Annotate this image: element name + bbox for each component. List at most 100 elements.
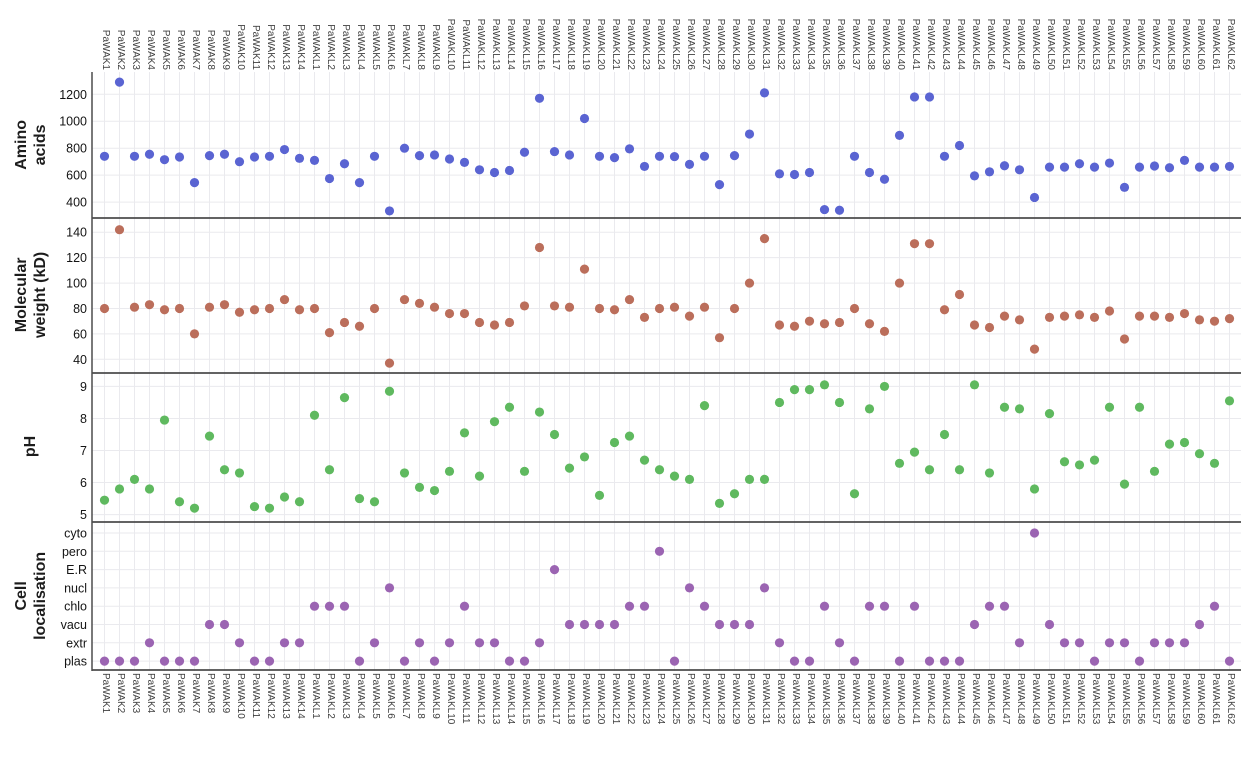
data-point-molecular-weight — [684, 311, 695, 321]
data-point-ph — [1059, 457, 1070, 467]
data-point-ph — [849, 489, 860, 499]
data-point-ph — [204, 431, 215, 441]
data-point-molecular-weight — [714, 333, 725, 343]
data-point-cell-localisation — [774, 638, 785, 648]
x-axis-label-top: PaWAKL22 — [624, 18, 636, 70]
x-axis-label-top: PaWAKL38 — [864, 18, 876, 70]
data-point-molecular-weight — [864, 319, 875, 329]
x-axis-label-bottom: PaWAK13 — [279, 673, 291, 719]
data-point-molecular-weight — [339, 317, 350, 328]
data-point-cell-localisation — [879, 601, 890, 611]
data-point-amino-acids — [699, 151, 710, 161]
data-point-amino-acids — [129, 151, 140, 161]
x-axis-label-top: PaWAKL40 — [894, 18, 906, 70]
data-point-cell-localisation — [504, 656, 515, 666]
data-point-ph — [459, 428, 470, 438]
x-axis-label-top: PaWAKL35 — [819, 18, 831, 70]
data-point-ph — [519, 466, 530, 476]
data-point-ph — [474, 471, 485, 481]
data-point-amino-acids — [954, 140, 965, 151]
data-point-cell-localisation — [639, 601, 650, 611]
x-axis-label-top: PaWAKL1 — [309, 24, 321, 70]
data-point-amino-acids — [264, 151, 275, 161]
x-axis-label-top: PaWAKL6 — [384, 24, 396, 70]
data-point-amino-acids — [189, 178, 200, 188]
data-point-ph — [504, 402, 515, 412]
data-point-cell-localisation — [174, 656, 185, 666]
x-axis-label-top: PaWAKL55 — [1119, 18, 1131, 70]
data-point-ph — [609, 437, 620, 448]
x-axis-label-bottom: PaWAKL46 — [984, 673, 996, 725]
data-point-cell-localisation — [789, 656, 800, 666]
data-point-amino-acids — [474, 165, 485, 175]
x-axis-label-bottom: PaWAKL14 — [504, 673, 516, 725]
x-axis-label-top: PaWAKL59 — [1179, 18, 1191, 70]
data-point-cell-localisation — [114, 656, 125, 666]
data-point-molecular-weight — [1104, 306, 1115, 316]
x-axis-label-top: PaWAKL43 — [939, 18, 951, 70]
x-axis-label-bottom: PaWAK5 — [159, 673, 171, 714]
data-point-amino-acids — [894, 130, 905, 140]
x-axis-label-bottom: PaWAKL1 — [309, 673, 321, 719]
y-tick-label: 9 — [80, 380, 87, 394]
x-axis-label-top: PaWAKL24 — [654, 18, 666, 70]
data-point-cell-localisation — [759, 583, 770, 593]
data-point-cell-localisation — [189, 656, 200, 666]
data-point-molecular-weight — [189, 329, 200, 339]
data-point-molecular-weight — [324, 328, 335, 338]
data-point-amino-acids — [1029, 192, 1040, 203]
data-point-cell-localisation — [669, 656, 680, 666]
data-point-cell-localisation — [1074, 638, 1085, 648]
x-axis-label-bottom: PaWAKL13 — [489, 673, 501, 725]
y-tick-label: 100 — [66, 277, 87, 291]
x-axis-label-bottom: PaWAKL45 — [969, 673, 981, 725]
x-axis-label-top: PaWAKL8 — [414, 24, 426, 70]
data-point-molecular-weight — [954, 289, 965, 300]
data-point-molecular-weight — [969, 320, 980, 330]
data-point-cell-localisation — [234, 638, 245, 648]
x-axis-label-bottom: PaWAKL37 — [849, 673, 861, 725]
data-point-molecular-weight — [129, 302, 140, 312]
x-axis-label-bottom: PaWAKL22 — [624, 673, 636, 725]
x-axis-label-top: PaWAKL53 — [1089, 18, 1101, 70]
data-point-ph — [624, 431, 635, 441]
data-point-ph — [1134, 402, 1145, 412]
data-point-cell-localisation — [624, 601, 635, 611]
data-point-amino-acids — [369, 151, 380, 161]
data-point-cell-localisation — [1134, 656, 1145, 666]
x-axis-label-bottom: PaWAKL3 — [339, 673, 351, 719]
data-point-ph — [999, 402, 1010, 412]
data-point-amino-acids — [489, 167, 500, 178]
data-point-cell-localisation — [849, 656, 860, 666]
data-point-cell-localisation — [564, 619, 575, 630]
data-point-ph — [234, 468, 245, 478]
x-axis-label-top: PaWAK11 — [249, 24, 261, 70]
data-point-molecular-weight — [1179, 308, 1190, 319]
data-point-ph — [714, 498, 725, 508]
x-axis-label-bottom: PaWAK11 — [249, 673, 261, 719]
y-tick-label: 140 — [66, 226, 87, 240]
data-point-ph — [594, 490, 605, 500]
data-point-ph — [444, 466, 455, 476]
data-point-ph — [339, 393, 350, 403]
x-axis-label-top: PaWAKL21 — [609, 18, 621, 70]
data-point-cell-localisation — [459, 601, 470, 611]
x-axis-label-bottom: PaWAKL33 — [789, 673, 801, 725]
data-point-cell-localisation — [399, 656, 410, 666]
x-axis-label-bottom: PaWAKL9 — [429, 673, 441, 719]
data-point-ph — [954, 465, 965, 475]
data-point-cell-localisation — [249, 656, 260, 666]
x-axis-label-bottom: PaWAKL34 — [804, 673, 816, 725]
data-point-ph — [534, 407, 545, 417]
data-point-cell-localisation — [744, 619, 755, 630]
data-point-molecular-weight — [1074, 310, 1085, 320]
x-axis-label-top: PaWAKL17 — [549, 18, 561, 70]
x-axis-label-top: PaWAKL2 — [324, 24, 336, 70]
y-tick-label: 80 — [73, 302, 87, 316]
x-axis-label-bottom: PaWAKL27 — [699, 673, 711, 725]
x-axis-label-top: PaWAKL32 — [774, 18, 786, 70]
data-point-cell-localisation — [279, 638, 290, 648]
x-axis-label-top: PaWAKL5 — [369, 24, 381, 70]
data-point-ph — [1209, 458, 1220, 468]
